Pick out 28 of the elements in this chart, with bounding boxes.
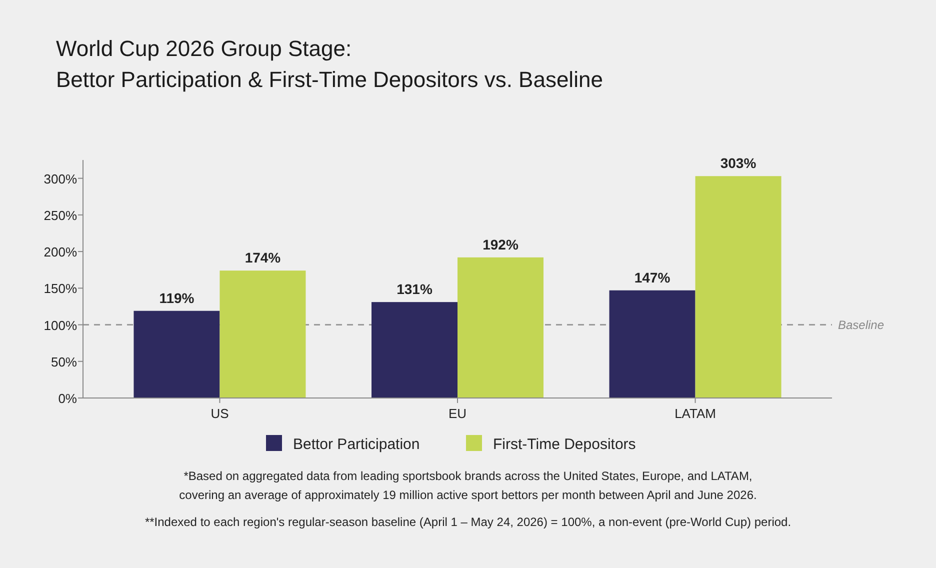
legend-label: Bettor Participation <box>293 436 420 453</box>
y-tick-label: 50% <box>50 354 78 370</box>
y-tick-label: 150% <box>44 281 78 296</box>
y-tick-label: 300% <box>44 171 78 186</box>
x-tick-label: US <box>210 406 230 421</box>
data-label: 119% <box>159 290 195 306</box>
y-tick-label: 100% <box>44 318 78 333</box>
x-tick-label: EU <box>448 406 467 421</box>
data-label: 147% <box>634 269 671 286</box>
legend-label: First-Time Depositors <box>493 436 636 453</box>
x-tick-label: LATAM <box>674 406 716 421</box>
data-label: 192% <box>482 236 519 252</box>
bar <box>372 302 458 398</box>
bar <box>134 310 220 398</box>
chart-title: World Cup 2026 Group Stage: Bettor Participation & First-Time Depositors vs. Baseline <box>56 36 603 92</box>
y-tick-label: 200% <box>44 244 78 260</box>
text: *Based on aggregated data from leading sportsbook brands across the United States, Europe, and LATAM, covering an average of approximately 19 million active sport bettors per month between April and June 2026. <box>179 469 757 502</box>
bar <box>609 290 696 398</box>
y-tick-label: 0% <box>58 391 78 406</box>
text: **Indexed to each region's regular-season baseline (April 1 – May 24, 2026) = 100%, a non-event (pre-World Cup) period. <box>144 515 792 529</box>
bar <box>695 176 782 398</box>
data-label: 303% <box>720 155 757 172</box>
y-tick-label: 250% <box>44 208 78 223</box>
data-label: 174% <box>244 250 282 266</box>
bar <box>220 270 306 398</box>
data-label: 131% <box>396 281 433 298</box>
bar <box>458 257 544 398</box>
ref-line-label: Baseline <box>838 318 884 332</box>
